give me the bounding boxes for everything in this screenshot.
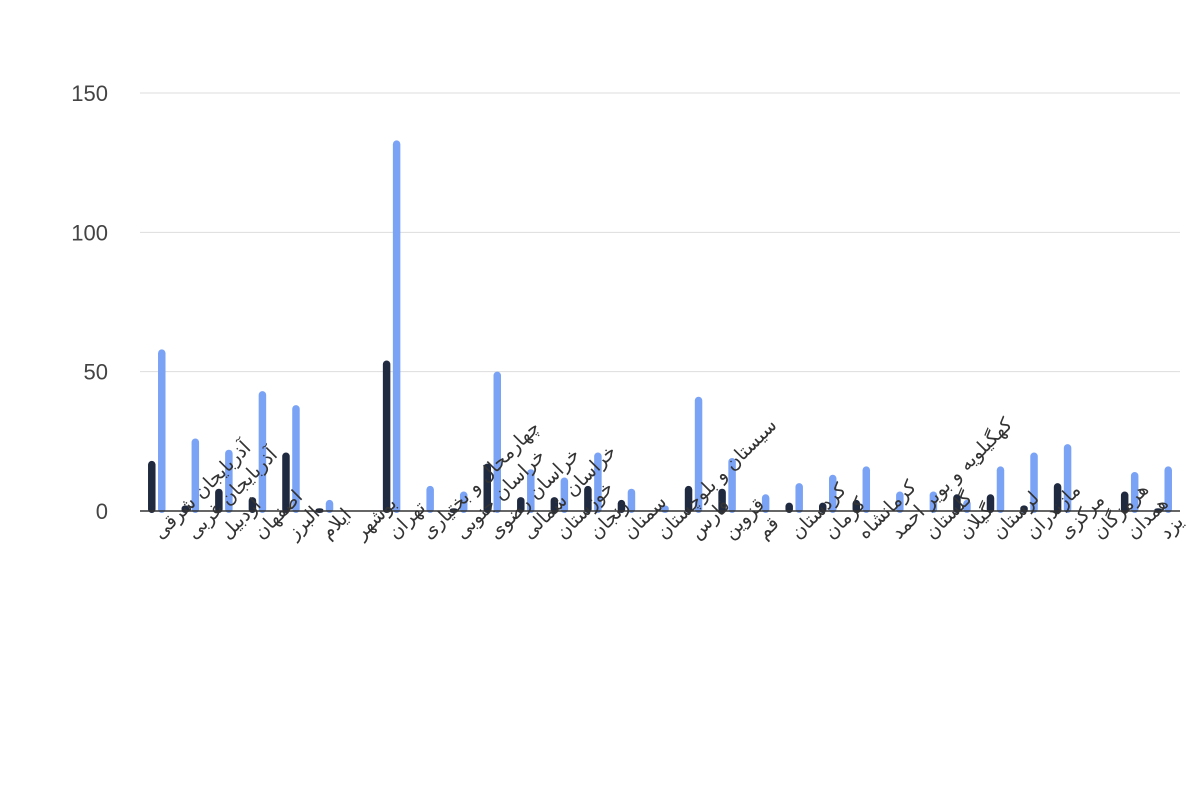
bar [694,396,703,513]
bar [795,483,803,513]
bar [560,477,569,513]
bar [594,452,602,513]
bar [996,466,1005,513]
y-tick-label: 0 [96,499,108,524]
bar [459,491,468,513]
bar [684,485,693,513]
bar [1130,471,1139,513]
bar [627,488,636,513]
bar [282,452,290,513]
bar [517,497,525,513]
bar [292,405,300,513]
bar [761,494,770,513]
bar [215,488,223,513]
bar [527,469,535,513]
bar [1030,452,1038,513]
bar [258,391,267,513]
y-tick-label: 100 [71,220,108,245]
bar [584,485,592,513]
bar [718,488,726,513]
bar [248,497,257,513]
y-tick-label: 50 [84,360,108,385]
bar [1164,466,1172,513]
bar [986,494,995,513]
grid-lines [140,92,1180,373]
bar [392,140,401,513]
bar [896,491,904,513]
bar [852,499,861,513]
bars [148,140,1172,513]
bar [1063,444,1072,513]
bar [191,438,200,513]
bar [148,460,156,513]
bar [225,449,233,513]
bar [426,485,434,513]
bar [158,349,166,513]
bar [382,360,391,513]
bar [929,491,938,513]
y-tick-label: 150 [71,81,108,106]
bar [828,474,837,513]
bar [953,494,961,513]
bar [963,499,971,513]
bar [325,499,334,513]
bar [728,458,736,513]
bar [1120,491,1129,513]
bar [483,463,492,513]
y-axis-ticks: 0 50 100 150 [71,81,108,524]
bar [617,499,626,513]
bar [550,497,559,513]
bar [1053,483,1062,513]
bar [493,371,502,513]
bar [862,466,871,513]
